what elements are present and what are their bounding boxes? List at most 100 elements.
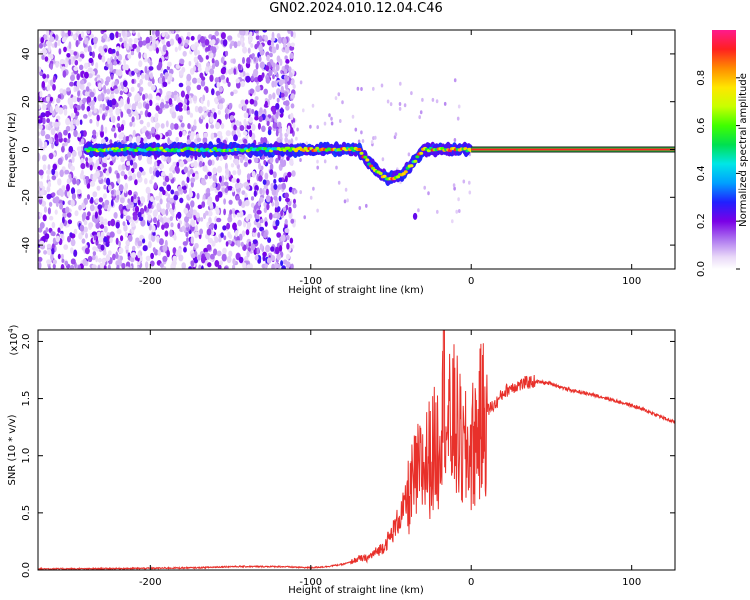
noise-speck [232,222,237,231]
noise-speck [279,132,283,139]
noise-speck [263,206,268,213]
noise-speck [130,50,135,56]
noise-speck [110,199,114,207]
noise-speck [75,40,79,48]
noise-speck [286,242,290,250]
noise-speck [354,127,358,132]
noise-speck [268,70,273,77]
noise-speck [276,232,282,238]
noise-speck [194,105,199,113]
noise-speck [248,116,253,123]
noise-speck [109,231,115,238]
noise-speck [46,243,52,249]
noise-speck [46,193,52,200]
noise-speck [262,179,267,185]
noise-speck [279,245,283,252]
noise-speck [66,87,71,92]
noise-speck [41,54,45,60]
noise-speck [205,210,209,216]
noise-speck [80,138,85,145]
noise-speck [176,161,180,168]
noise-speck [87,255,93,263]
noise-speck [147,214,152,221]
noise-speck [357,139,361,144]
noise-speck [205,252,211,260]
noise-speck [290,42,295,47]
noise-speck [61,146,65,153]
noise-speck [217,264,222,269]
noise-speck [258,256,262,262]
noise-speck [159,217,164,223]
noise-speck [372,86,375,91]
noise-speck [316,165,320,170]
noise-speck [124,245,129,250]
noise-speck [49,53,54,60]
noise-speck [62,89,67,96]
noise-speck [262,137,268,145]
noise-speck [172,161,178,167]
noise-speck [381,157,385,162]
noise-speck [38,249,41,254]
noise-speck [218,103,224,110]
noise-speck [133,194,137,200]
noise-speck [38,124,43,130]
noise-speck [83,114,88,119]
noise-speck [238,139,244,144]
noise-speck [198,264,202,269]
noise-speck [239,72,244,77]
noise-speck [39,42,43,49]
noise-speck [251,53,255,58]
noise-speck [63,129,68,136]
noise-speck [264,262,269,269]
noise-speck [109,237,113,244]
noise-speck [233,124,237,131]
noise-speck [116,46,120,51]
noise-speck [126,160,130,166]
noise-speck [244,99,249,105]
noise-speck [52,84,56,91]
y-tick-label: 40 [21,48,32,61]
noise-speck [59,202,64,210]
noise-speck [328,113,331,118]
noise-speck [213,248,218,256]
noise-speck [123,87,128,93]
y-tick-label: 1.5 [21,391,32,407]
noise-speck [38,261,42,269]
noise-speck [193,56,198,63]
noise-speck [246,264,252,269]
colorbar-tick-label: 0.2 [696,213,707,229]
noise-speck [335,165,338,170]
noise-speck [118,240,121,247]
noise-speck [250,75,254,82]
noise-speck [123,174,128,180]
noise-speck [309,124,312,129]
noise-speck [189,207,194,215]
noise-speck [283,101,288,106]
noise-speck [260,137,264,144]
noise-speck [210,253,215,260]
noise-speck [38,119,43,124]
noise-speck [152,209,158,218]
noise-speck [147,58,151,64]
noise-speck [261,125,266,133]
noise-speck [168,98,173,105]
noise-speck [150,84,156,91]
noise-speck [398,106,402,111]
noise-speck [108,184,112,191]
noise-speck [238,103,243,109]
noise-speck [159,163,165,170]
noise-speck [200,80,206,87]
noise-speck [121,84,125,90]
noise-speck [268,93,273,101]
noise-speck [287,30,292,34]
noise-speck [462,179,466,184]
x-tick-label: -100 [299,577,322,588]
noise-speck [273,183,278,190]
noise-speck [83,62,89,69]
noise-speck [200,256,206,264]
noise-speck [190,253,196,259]
noise-speck [163,222,170,229]
noise-speck [66,53,71,58]
noise-speck [150,234,156,242]
noise-speck [468,190,472,195]
